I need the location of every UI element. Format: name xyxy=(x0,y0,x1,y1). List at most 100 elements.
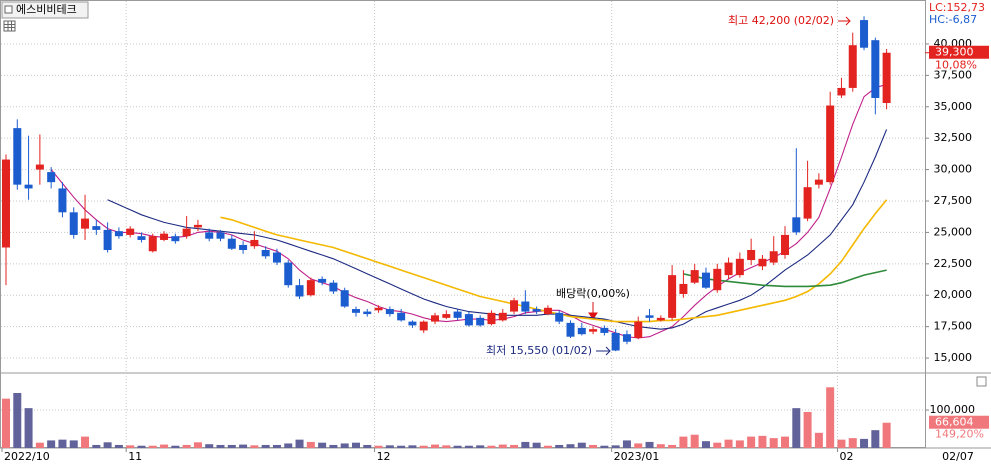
candle-body xyxy=(295,285,304,297)
volume-bar xyxy=(374,445,383,448)
volume-bar xyxy=(803,411,812,448)
candle-body xyxy=(464,314,473,326)
candle-body xyxy=(318,278,327,283)
candle-body xyxy=(679,283,688,294)
candle-body xyxy=(182,228,191,237)
volume-bar xyxy=(882,422,891,448)
volume-bar xyxy=(735,440,744,448)
volume-bar xyxy=(250,445,259,448)
candle-body xyxy=(882,52,891,104)
volume-bar xyxy=(239,444,248,448)
candle-body xyxy=(363,311,372,315)
volume-bar xyxy=(781,436,790,448)
volume-bar xyxy=(216,444,225,448)
candle-body xyxy=(250,239,259,247)
volume-bar xyxy=(679,436,688,448)
candle-body xyxy=(860,20,869,48)
volume-bar xyxy=(171,445,180,448)
candle-body xyxy=(35,164,44,170)
candle-body xyxy=(543,307,552,315)
volume-bar xyxy=(318,442,327,448)
candle-body xyxy=(566,322,575,337)
candle-body xyxy=(261,250,270,257)
candle-body xyxy=(397,312,406,321)
volume-bar xyxy=(58,439,67,448)
volume-bar xyxy=(47,440,56,448)
volume-bar xyxy=(261,444,270,448)
candle-body xyxy=(340,290,349,307)
candle-body xyxy=(837,87,846,96)
candle-body xyxy=(92,226,101,230)
volume-bar xyxy=(464,445,473,448)
volume-bar xyxy=(363,444,372,448)
panel-button[interactable] xyxy=(976,376,987,387)
candle-body xyxy=(227,238,236,249)
candle-body xyxy=(510,300,519,312)
candle-body xyxy=(306,280,315,296)
candle-body xyxy=(758,258,767,267)
y-tick-label: 17,500 xyxy=(934,320,973,333)
candle-body xyxy=(814,179,823,185)
y-tick-label: 20,000 xyxy=(934,288,973,301)
volume-bar xyxy=(566,444,575,448)
candle-body xyxy=(171,236,180,242)
volume-bar xyxy=(577,442,586,448)
candle-body xyxy=(792,217,801,233)
volume-bar xyxy=(769,438,778,448)
volume-bar xyxy=(510,444,519,448)
volume-bar xyxy=(295,439,304,448)
candle-body xyxy=(81,218,90,229)
volume-bar xyxy=(724,439,733,448)
title-icon xyxy=(4,5,13,14)
volume-bar xyxy=(442,445,451,448)
y-tick-label: 27,500 xyxy=(934,194,973,207)
y-tick-label: 25,000 xyxy=(934,225,973,238)
title-box[interactable] xyxy=(1,1,89,19)
grid-icon-lines xyxy=(4,21,15,31)
volume-bar xyxy=(160,444,169,448)
candle-body xyxy=(419,321,428,331)
y-tick-label: 15,000 xyxy=(934,351,973,364)
grid-icon[interactable] xyxy=(3,20,16,32)
volume-bar xyxy=(487,445,496,448)
candle-body xyxy=(329,282,338,292)
candle-body xyxy=(735,258,744,276)
candle-body xyxy=(69,212,78,235)
candle-body xyxy=(58,188,67,213)
volume-bar xyxy=(419,445,428,448)
x-tick-label: 11 xyxy=(128,450,142,463)
candle-body xyxy=(690,270,699,283)
volume-bar xyxy=(431,444,440,448)
candle-body xyxy=(611,332,620,351)
volume-bar xyxy=(532,442,541,448)
volume-bar xyxy=(589,444,598,448)
volume-bar xyxy=(848,438,857,448)
moving-average-line xyxy=(220,199,888,323)
volume-bar xyxy=(81,436,90,448)
volume-bar xyxy=(103,442,112,448)
volume-bar xyxy=(611,445,620,448)
ex-dividend-arrow xyxy=(588,302,598,320)
high-annotation: 최고 42,200 (02/02) xyxy=(728,14,834,27)
volume-bar xyxy=(634,443,643,448)
y-tick-label: 32,500 xyxy=(934,131,973,144)
current-volume-box xyxy=(929,415,989,429)
candle-body xyxy=(747,250,756,261)
candle-body xyxy=(668,275,677,318)
y-tick-label: 35,000 xyxy=(934,100,973,113)
ex-dividend-annotation: 배당락(0,00%) xyxy=(556,287,630,300)
volume-bar xyxy=(453,445,462,448)
candle-body xyxy=(589,329,598,332)
candle-body xyxy=(848,45,857,88)
candle-body xyxy=(2,159,10,248)
candle-body xyxy=(24,184,33,189)
lc-label: LC:152,73 xyxy=(929,1,985,14)
volume-bar xyxy=(668,444,677,448)
volume-bar xyxy=(92,444,101,448)
volume-bar xyxy=(35,442,44,448)
candle-body xyxy=(148,236,157,252)
volume-bar xyxy=(24,408,33,448)
candle-body xyxy=(600,327,609,333)
